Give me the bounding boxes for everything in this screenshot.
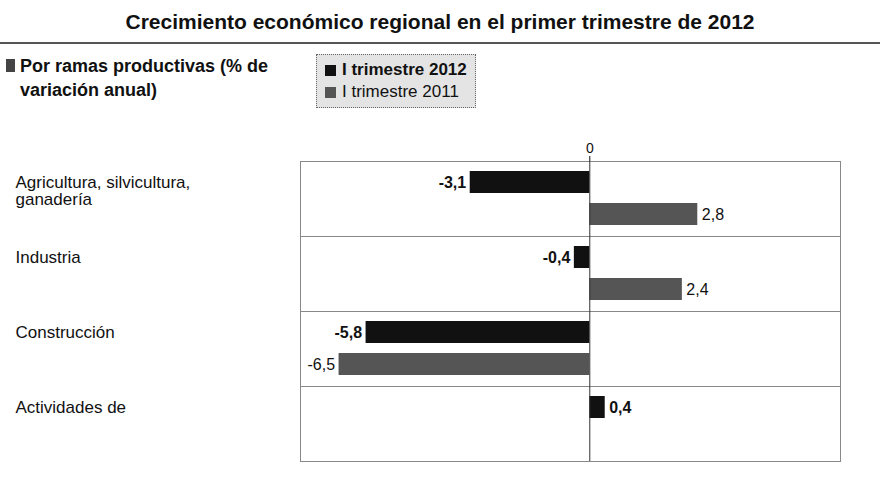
html-text:I trimestre 2011: I trimestre 2011 [342, 82, 459, 102]
svg-text:-3,1: -3,1 [439, 174, 467, 191]
svg-text:0: 0 [586, 140, 594, 156]
svg-text:Actividades de: Actividades de [16, 398, 127, 417]
svg-text:-6,5: -6,5 [307, 356, 335, 373]
svg-text:0,4: 0,4 [609, 399, 631, 416]
svg-text:-0,4: -0,4 [543, 249, 571, 266]
svg-text:Industria: Industria [16, 248, 82, 267]
html-text:Por ramas productivas (% de va: Por ramas productivas (% de variación an… [20, 56, 269, 101]
svg-text:Construcción: Construcción [16, 323, 115, 342]
svg-text:2,4: 2,4 [686, 281, 708, 298]
html-text:Crecimiento económico regional: Crecimiento económico regional en el pri… [125, 10, 755, 33]
html-text:I trimestre 2012: I trimestre 2012 [342, 60, 467, 79]
svg-text:-5,8: -5,8 [334, 324, 362, 341]
svg-text:Agricultura, silvicultura,gana: Agricultura, silvicultura,ganadería [16, 173, 191, 209]
svg-text:2,8: 2,8 [702, 206, 724, 223]
